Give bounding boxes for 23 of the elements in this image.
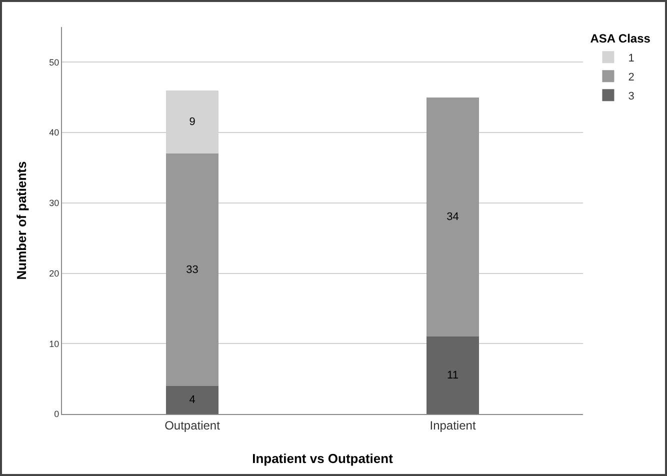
y-tick-label: 20 <box>49 268 60 278</box>
y-tick-label: 30 <box>49 198 60 208</box>
x-tick-label: Inpatient <box>430 418 476 432</box>
legend-title: ASA Class <box>590 32 651 46</box>
bar <box>426 336 479 414</box>
y-tick-label: 0 <box>54 409 60 420</box>
legend-label: 1 <box>628 52 634 64</box>
data-label: 34 <box>446 210 459 223</box>
legend-label: 2 <box>628 71 634 84</box>
legend-label: 3 <box>628 90 634 102</box>
y-tick-label: 10 <box>49 338 60 349</box>
data-label: 9 <box>189 116 196 128</box>
data-label: 4 <box>189 394 196 406</box>
bar <box>166 154 218 386</box>
data-label: 11 <box>447 369 458 382</box>
y-axis-title: Number of patients <box>14 161 29 280</box>
bar <box>426 97 479 337</box>
y-tick-label: 40 <box>49 128 60 138</box>
data-label: 33 <box>186 264 198 276</box>
x-axis-title: Inpatient vs Outpatient <box>252 451 394 466</box>
bar <box>166 386 218 414</box>
y-tick-label: 50 <box>49 57 60 68</box>
x-tick-label: Outpatient <box>164 418 221 432</box>
